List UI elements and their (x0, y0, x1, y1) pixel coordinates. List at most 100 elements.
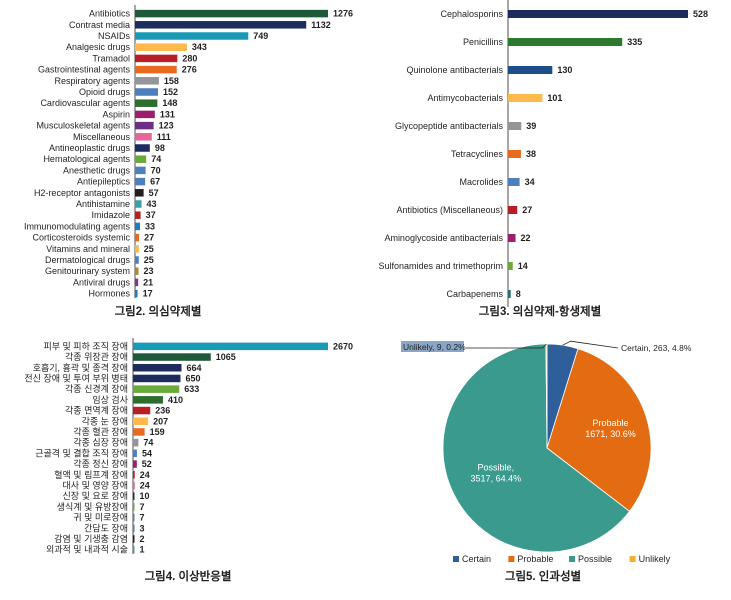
bar (135, 43, 187, 51)
category-label: 전신 장애 및 투여 부위 병태 (24, 372, 128, 383)
value-label: 343 (192, 42, 207, 52)
value-label: 148 (162, 98, 177, 108)
category-label: Anesthetic drugs (63, 165, 131, 175)
bar (133, 535, 135, 543)
slice-label-value: 1671, 30.6% (585, 429, 636, 439)
value-label: 528 (693, 9, 708, 19)
bar (133, 342, 328, 351)
value-label: 3 (140, 523, 145, 533)
category-label: 신장 및 요로 장애 (63, 490, 128, 501)
chart-adverse-reactions: 피부 및 피하 조직 장애 2670 각종 위장관 장애 1065 호흡기, 흉곽 및 … (24, 338, 353, 555)
value-label: 27 (144, 233, 154, 243)
category-label: Penicillins (463, 37, 504, 47)
value-label: 21 (143, 277, 153, 287)
category-label: 외과적 및 내과적 시술 (46, 544, 128, 555)
legend-swatch (508, 556, 515, 562)
value-label: 749 (253, 31, 268, 41)
category-label: 각종 눈 장애 (82, 415, 128, 426)
category-label: Antibiotics (89, 9, 131, 19)
bar (135, 155, 147, 163)
category-label: Analgesic drugs (66, 42, 131, 52)
bar (135, 110, 155, 119)
category-label: Quinolone antibacterials (406, 65, 503, 75)
value-label: 25 (144, 255, 154, 265)
value-label: 1065 (216, 352, 236, 362)
bar (133, 503, 135, 511)
bar (135, 54, 178, 63)
category-label: Musculoskeletal agents (36, 121, 130, 131)
value-label: 43 (147, 199, 157, 209)
bar (135, 256, 139, 264)
category-label: Carbapenems (446, 289, 503, 299)
category-label: Corticosteroids systemic (32, 233, 130, 243)
bar (135, 289, 138, 298)
category-label: 각종 혈관 장애 (73, 426, 128, 437)
bar (133, 545, 135, 554)
bar (508, 178, 520, 186)
value-label: 14 (518, 261, 528, 271)
bar (135, 21, 307, 29)
bar (508, 66, 553, 74)
category-label: Imidazole (91, 210, 130, 220)
value-label: 650 (185, 373, 200, 383)
value-label: 152 (163, 87, 178, 97)
chart-suspected-drugs: Antibiotics 1276 Contrast media 1132 NSAIDs 7… (24, 5, 353, 299)
category-label: Tetracyclines (451, 149, 504, 159)
bar (135, 32, 249, 40)
value-label: 664 (186, 363, 201, 373)
bar (135, 65, 177, 74)
category-label: Antiepileptics (77, 177, 131, 187)
bar (135, 144, 150, 152)
category-label: 임상 검사 (92, 394, 128, 405)
bar (508, 290, 511, 298)
value-label: 158 (164, 76, 179, 86)
value-label: 633 (184, 384, 199, 394)
bar (133, 353, 211, 361)
bar (135, 77, 159, 85)
legend-swatch (569, 556, 575, 562)
value-label: 159 (150, 427, 165, 437)
pie-slice-probable (546, 348, 652, 512)
value-label: 2670 (333, 341, 353, 351)
bar (508, 150, 521, 158)
value-label: 23 (143, 266, 153, 276)
value-label: 34 (525, 177, 535, 187)
value-label: 207 (153, 416, 168, 426)
bar (508, 10, 688, 18)
value-label: 33 (145, 221, 155, 231)
category-label: NSAIDs (98, 31, 131, 41)
category-label: Antiviral drugs (73, 277, 131, 287)
slice-label-name: Possible, (478, 463, 515, 473)
bar (133, 449, 137, 458)
category-label: 간담도 장애 (84, 522, 128, 533)
legend-swatch (629, 556, 636, 562)
category-label: Cephalosporins (440, 9, 503, 19)
value-label: 67 (150, 177, 160, 187)
category-label: Gastrointestinal agents (38, 65, 131, 75)
category-label: Antibiotics (Miscellaneous) (396, 205, 503, 215)
category-label: Sulfonamides and trimethoprim (378, 261, 503, 271)
value-label: 74 (151, 154, 161, 164)
value-label: 37 (146, 210, 156, 220)
bar (135, 233, 140, 242)
chart1-title: 그림2. 의심약제별 (115, 304, 202, 318)
category-label: Aspirin (102, 109, 130, 119)
category-label: Aminoglycoside antibacterials (384, 233, 503, 243)
category-label: Immunomodulating agents (24, 221, 131, 231)
bar (135, 166, 146, 175)
value-label: 236 (155, 406, 170, 416)
value-label: 2 (140, 534, 145, 544)
category-label: 감염 및 기생충 감염 (54, 533, 128, 544)
category-label: Antihistamine (76, 199, 130, 209)
category-label: 각종 정신 장애 (73, 458, 128, 469)
category-label: 호흡기, 흉곽 및 종격 장애 (33, 362, 128, 373)
legend-label: Probable (517, 554, 553, 564)
category-label: Genitourinary system (45, 266, 130, 276)
bar (133, 438, 139, 447)
value-label: 39 (526, 121, 536, 131)
bar (508, 94, 543, 102)
chart3-title: 그림4. 이상반응별 (145, 569, 232, 583)
bar (135, 121, 154, 130)
pie-slice-possible (442, 343, 631, 553)
